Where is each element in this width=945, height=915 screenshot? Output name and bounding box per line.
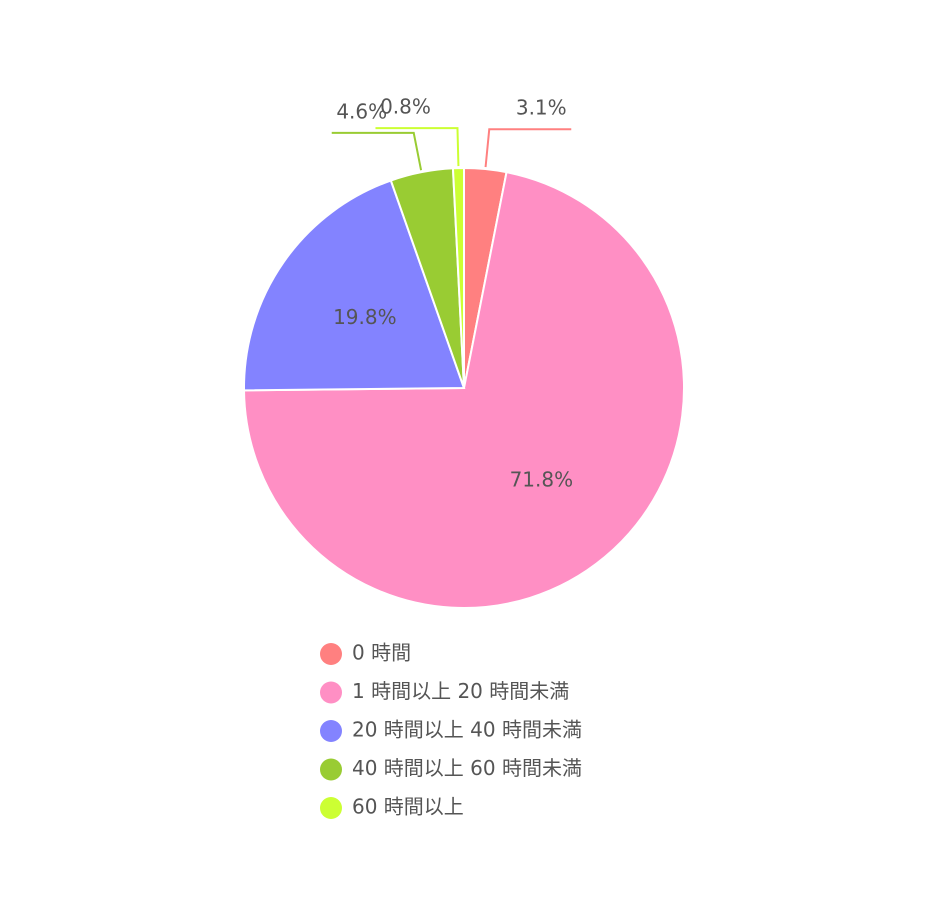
leader-line	[331, 131, 423, 171]
pie-slice	[451, 166, 465, 389]
legend-swatch	[320, 681, 342, 704]
leader-line	[375, 127, 460, 167]
legend-swatch	[320, 720, 342, 742]
legend-swatch	[320, 797, 342, 819]
slice-label: 0.8%	[380, 95, 431, 119]
legend-label: 1 時間以上 20 時間未満	[352, 679, 569, 703]
slice-label: 4.6%	[336, 99, 387, 123]
legend-swatch	[320, 643, 342, 665]
slice-label: 71.8%	[510, 468, 574, 492]
legend-swatch	[320, 758, 342, 781]
pie-slice	[242, 170, 685, 609]
legend-label: 40 時間以上 60 時間未満	[352, 756, 582, 780]
legend-label: 60 時間以上	[352, 795, 464, 819]
slice-label: 3.1%	[516, 96, 567, 120]
leader-line	[484, 128, 572, 168]
legend-label: 0 時間	[352, 641, 411, 665]
slice-label: 19.8%	[333, 305, 397, 329]
legend-label: 20 時間以上 40 時間未満	[352, 718, 582, 742]
